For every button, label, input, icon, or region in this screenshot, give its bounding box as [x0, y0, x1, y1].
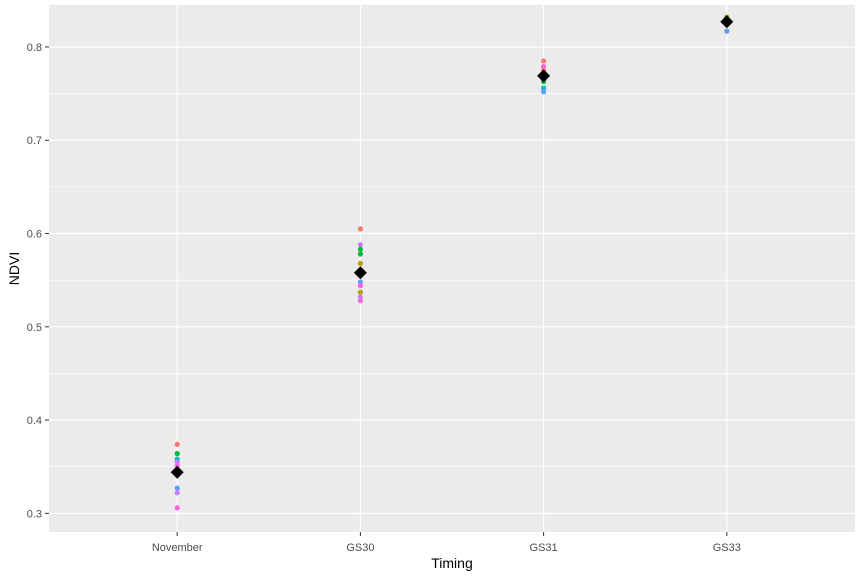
y-tick-label: 0.4 — [27, 415, 42, 427]
data-point — [174, 485, 180, 491]
mean-marker — [537, 69, 551, 83]
data-point — [540, 89, 547, 95]
minor-gridlines — [49, 93, 855, 468]
data-point — [540, 63, 547, 70]
y-tick-label: 0.3 — [27, 508, 42, 520]
data-point — [357, 289, 364, 295]
plot-panel — [49, 5, 855, 532]
y-tick-label: 0.7 — [27, 135, 42, 147]
data-point — [357, 279, 364, 285]
data-point — [357, 242, 364, 248]
data-point — [174, 441, 180, 447]
data-point — [357, 283, 364, 289]
mean-markers — [170, 15, 734, 479]
data-point — [540, 58, 547, 64]
data-point — [357, 298, 364, 304]
y-tick-label: 0.6 — [27, 229, 42, 241]
y-axis: 0.3 0.4 0.5 0.6 0.7 0.8 — [27, 42, 49, 520]
data-point — [174, 459, 180, 465]
data-point — [357, 246, 364, 252]
mean-marker — [720, 15, 734, 29]
data-point — [174, 451, 180, 457]
data-point — [174, 490, 180, 496]
data-point — [357, 251, 364, 257]
x-tick-label: GS31 — [530, 542, 558, 554]
mean-marker — [353, 266, 367, 280]
y-tick-label: 0.8 — [27, 42, 42, 54]
data-point — [357, 260, 364, 266]
x-tick-label: November — [152, 542, 203, 554]
data-point — [357, 226, 364, 232]
mean-marker — [170, 465, 184, 479]
data-point — [174, 505, 180, 511]
y-tick-label: 0.5 — [27, 322, 42, 334]
x-tick-label: GS30 — [346, 542, 374, 554]
data-point — [174, 463, 180, 469]
y-axis-title: NDVI — [6, 252, 22, 285]
data-point — [357, 294, 364, 300]
x-axis-title: Timing — [431, 555, 473, 571]
x-tick-label: GS33 — [713, 542, 741, 554]
x-axis: November GS30 GS31 GS33 — [152, 532, 741, 554]
data-point — [724, 28, 730, 34]
data-point — [540, 85, 547, 91]
